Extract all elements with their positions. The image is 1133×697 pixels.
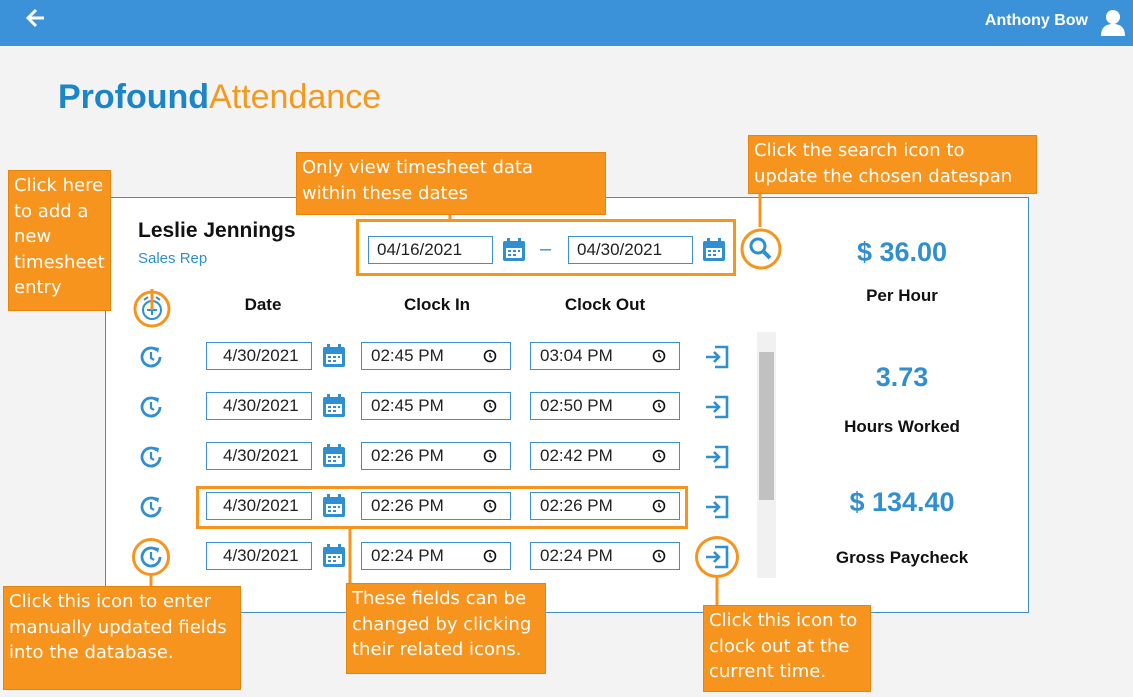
callout-line: update the chosen datespan [754,165,1013,187]
column-header: Date [244,295,282,314]
clock-icon[interactable] [652,349,666,368]
employee-name: Leslie Jennings [138,219,296,242]
callout: Click this icon to clock out at the curren… [703,605,871,692]
brand-part2: Attendance [209,78,382,116]
clock-icon[interactable] [483,449,497,468]
calendar-button[interactable] [321,393,347,424]
clock-icon[interactable] [652,449,666,468]
clock-out-input[interactable]: 02:50 PM [530,392,680,420]
highlight-ring [695,536,739,578]
brand-part1: Profound [58,78,210,116]
clock-icon[interactable] [652,549,666,568]
search-button[interactable] [739,227,783,271]
user-icon[interactable] [1100,9,1126,37]
callout-line: Click this icon to [709,610,858,631]
date-separator: – [540,238,552,260]
date-input[interactable]: 4/30/2021 [206,492,312,520]
clock-in-input[interactable]: 02:26 PM [361,492,511,520]
clock-icon[interactable] [483,399,497,418]
clock-in-input[interactable]: 02:26 PM [361,442,511,470]
callout-line: changed by clicking [352,613,532,635]
date-input[interactable]: 4/30/2021 [206,542,312,570]
clock-out-input[interactable]: 02:26 PM [530,492,680,520]
calendar-button[interactable] [321,493,347,524]
callout: Only view timesheet data within these dat… [296,152,606,215]
stat-value: $ 134.40 [849,487,955,517]
save-entry-button[interactable] [137,393,165,426]
callout: Click this icon to enter manually updated… [3,586,241,690]
calendar-button[interactable] [701,237,727,268]
stat-label: Hours Worked [844,417,960,436]
callout-line: clock out at the [709,635,850,657]
callout-line: Click this icon to enter [9,591,212,612]
start-date-input[interactable]: 04/16/2021 [368,236,493,264]
callout: Click here to add a new timesheet entry [8,170,111,311]
callout-line: into the database. [9,642,174,663]
user-name[interactable]: Anthony Bow [984,12,1088,29]
callout-line: current time. [709,661,827,682]
clock-in-input[interactable]: 02:45 PM [361,392,511,420]
callout-line: timesheet [14,251,105,273]
clock-out-button[interactable] [703,343,731,376]
scrollbar-thumb[interactable] [759,352,774,500]
callout-line: within these dates [302,182,468,204]
stat-label: Per Hour [866,286,938,305]
clock-icon[interactable] [483,499,497,518]
calendar-button[interactable] [321,443,347,474]
save-entry-button[interactable] [137,543,165,576]
clock-icon[interactable] [483,549,497,568]
clock-icon[interactable] [652,399,666,418]
clock-out-button[interactable] [703,393,731,426]
clock-in-input[interactable]: 02:45 PM [361,342,511,370]
clock-out-input[interactable]: 03:04 PM [530,342,680,370]
clock-out-input[interactable]: 02:42 PM [530,442,680,470]
brand-logo: ProfoundAttendance [58,78,381,117]
end-date-input[interactable]: 04/30/2021 [568,236,693,264]
callout-line: entry [14,277,62,298]
save-entry-button[interactable] [137,493,165,526]
top-bar [0,0,1133,46]
stat-value: 3.73 [875,362,929,392]
column-header: Clock Out [564,295,646,314]
clock-out-button[interactable] [703,493,731,526]
clock-out-input[interactable]: 02:24 PM [530,542,680,570]
stat-value: $ 36.00 [856,237,948,267]
callout-line: Click here [14,175,104,196]
callout: These fields can be changed by clicking th… [346,583,546,674]
callout-line: new [14,226,52,247]
calendar-button[interactable] [321,543,347,574]
callout-line: Click the search icon to [754,140,965,161]
calendar-button[interactable] [501,237,527,268]
clock-icon[interactable] [483,349,497,368]
callout-line: These fields can be [352,588,527,609]
clock-out-button[interactable] [703,443,731,476]
save-entry-button[interactable] [137,343,165,376]
clock-in-input[interactable]: 02:24 PM [361,542,511,570]
callout-line: Only view timesheet data [302,157,534,178]
callout-line: manually updated fields [9,616,227,638]
callout-line: to add a [14,200,89,222]
employee-role: Sales Rep [138,250,208,267]
save-entry-button[interactable] [137,443,165,476]
callout-line: their related icons. [352,639,522,660]
column-header: Clock In [403,295,471,314]
date-input[interactable]: 4/30/2021 [206,392,312,420]
highlight-box [356,219,736,276]
stat-label: Gross Paycheck [835,548,969,567]
calendar-button[interactable] [321,343,347,374]
highlight-box [196,486,688,529]
clock-out-button[interactable] [703,543,731,576]
clock-icon[interactable] [652,499,666,518]
back-button[interactable] [24,6,48,30]
callout: Click the search icon to update the chose… [748,135,1037,194]
date-input[interactable]: 4/30/2021 [206,442,312,470]
date-input[interactable]: 4/30/2021 [206,342,312,370]
